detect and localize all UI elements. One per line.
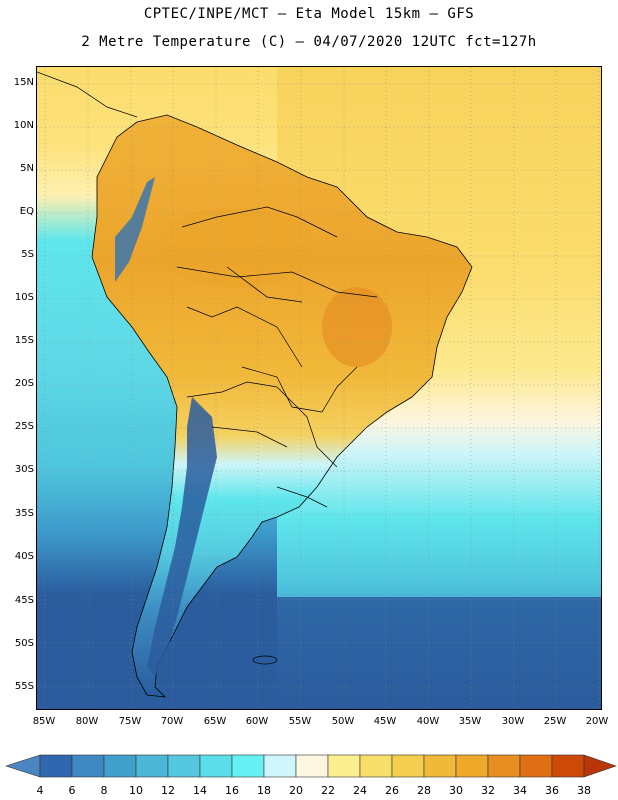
colorbar-label: 6 (68, 784, 76, 797)
colorbar-cell (263, 754, 297, 778)
lon-label: 55W (288, 716, 312, 727)
lon-label: 75W (118, 716, 142, 727)
lon-label: 45W (373, 716, 397, 727)
colorbar-cell (231, 754, 265, 778)
colorbar-cell (455, 754, 489, 778)
lon-label: 50W (331, 716, 355, 727)
map-title-line2: 2 Metre Temperature (C) – 04/07/2020 12U… (81, 34, 537, 50)
lon-label: 65W (203, 716, 227, 727)
hot-interior-east (322, 287, 392, 367)
colorbar-cell (39, 754, 73, 778)
lon-label: 40W (416, 716, 440, 727)
country-borders (176, 206, 378, 508)
colorbar-label: 28 (417, 784, 431, 797)
colorbar-label: 38 (577, 784, 591, 797)
colorbar-cell (167, 754, 201, 778)
lon-label: 20W (585, 716, 609, 727)
lat-label: 55S (14, 681, 34, 692)
hot-interior-north (157, 207, 317, 287)
colorbar-label: 36 (545, 784, 559, 797)
colorbar-cell (199, 754, 233, 778)
map-canvas (37, 67, 601, 709)
lat-label: 10N (13, 120, 34, 131)
colorbar-cell (359, 754, 393, 778)
lon-label: 25W (543, 716, 567, 727)
lon-label: 80W (75, 716, 99, 727)
lon-label: 35W (458, 716, 482, 727)
colorbar-cell (551, 754, 585, 778)
lat-label: EQ (19, 206, 34, 217)
southern-cold-band (37, 597, 601, 709)
lat-label: 5N (20, 163, 34, 174)
colorbar-label: 24 (353, 784, 367, 797)
colorbar-label: 20 (289, 784, 303, 797)
colorbar-cell (295, 754, 329, 778)
lat-label: 5S (21, 249, 34, 260)
colorbar-label: 8 (100, 784, 108, 797)
lon-label: 60W (245, 716, 269, 727)
lat-label: 25S (14, 421, 34, 432)
lat-label: 15S (14, 335, 34, 346)
lat-label: 50S (14, 638, 34, 649)
colorbar-label: 30 (449, 784, 463, 797)
colorbar-label: 18 (257, 784, 271, 797)
colorbar-label: 12 (161, 784, 175, 797)
lon-label: 70W (160, 716, 184, 727)
colorbar-label: 22 (321, 784, 335, 797)
colorbar-cell (423, 754, 457, 778)
colorbar-label: 26 (385, 784, 399, 797)
lon-label: 85W (32, 716, 56, 727)
lat-label: 10S (14, 292, 34, 303)
andes-south-cold (147, 397, 217, 677)
lat-label: 15N (13, 77, 34, 88)
colorbar-label: 34 (513, 784, 527, 797)
colorbar-cell (327, 754, 361, 778)
falkland-islands (252, 655, 278, 665)
lat-label: 20S (14, 378, 34, 389)
colorbar-right-arrow (583, 754, 617, 778)
colorbar-label: 14 (193, 784, 207, 797)
lat-label: 40S (14, 551, 34, 562)
temperature-colorbar (5, 754, 617, 778)
colorbar-cell (487, 754, 521, 778)
colorbar-cell (391, 754, 425, 778)
colorbar-label: 10 (129, 784, 143, 797)
colorbar-cell (103, 754, 137, 778)
lon-label: 30W (501, 716, 525, 727)
colorbar-cell (71, 754, 105, 778)
lat-lon-grid (37, 67, 601, 709)
colorbar-label: 32 (481, 784, 495, 797)
lat-label: 45S (14, 595, 34, 606)
temperature-map (36, 66, 602, 710)
colorbar-left-arrow (5, 754, 41, 778)
map-title-line1: CPTEC/INPE/MCT – Eta Model 15km – GFS (143, 6, 475, 22)
colorbar-label: 4 (36, 784, 44, 797)
colorbar-label: 16 (225, 784, 239, 797)
caribbean-coast (37, 71, 138, 118)
lat-label: 35S (14, 508, 34, 519)
colorbar-cell (135, 754, 169, 778)
colorbar-cell (519, 754, 553, 778)
lat-label: 30S (14, 464, 34, 475)
